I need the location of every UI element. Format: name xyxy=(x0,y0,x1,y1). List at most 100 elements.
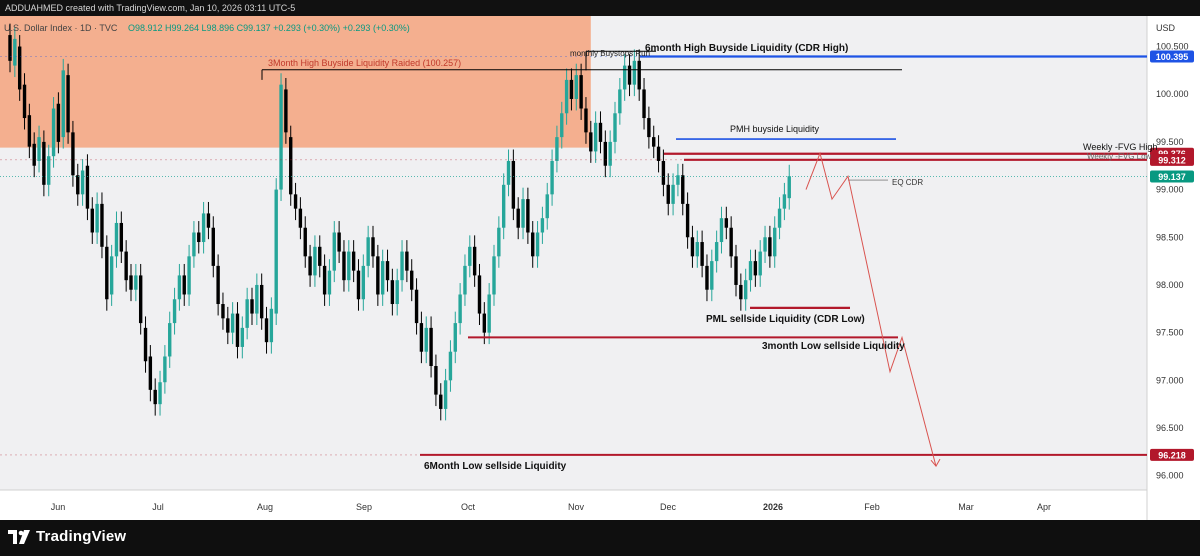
candle-body xyxy=(206,213,211,228)
candle-body xyxy=(627,65,632,85)
price-tick-label: 99.500 xyxy=(1156,137,1184,147)
price-chart[interactable]: 100.500 100.000 99.500 99.000 98.500 98.000 97… xyxy=(0,0,1200,520)
time-tick-label: 2026 xyxy=(763,502,783,512)
candle-body xyxy=(482,313,487,333)
price-badge xyxy=(1150,170,1194,183)
time-tick-label: Aug xyxy=(257,502,273,512)
time-tick-label: Jun xyxy=(51,502,66,512)
candle-body xyxy=(705,265,709,290)
candle-body xyxy=(61,70,65,138)
price-scale xyxy=(1147,16,1200,520)
candle-body xyxy=(637,60,641,90)
candle-body xyxy=(90,208,94,233)
candle-body xyxy=(477,275,482,314)
price-tick-label: 97.500 xyxy=(1156,328,1184,338)
tradingview-logo-icon xyxy=(8,529,30,544)
candle-body xyxy=(618,89,622,114)
projection-path xyxy=(805,151,937,467)
candle-body xyxy=(564,79,569,114)
candle-body xyxy=(540,218,545,233)
candle-body xyxy=(453,323,457,352)
price-badge-label: 96.218 xyxy=(1158,450,1186,460)
candle-body xyxy=(681,175,685,204)
candle-body xyxy=(603,141,608,166)
price-tick-label: 97.000 xyxy=(1156,375,1184,385)
candle-body xyxy=(293,194,298,209)
candle-body xyxy=(385,261,390,281)
candle-body xyxy=(685,203,690,238)
candle-body xyxy=(748,261,753,281)
candle-body xyxy=(492,256,496,295)
candle-body xyxy=(434,366,438,395)
candle-body xyxy=(380,261,385,295)
candle-body xyxy=(153,389,157,405)
candle-body xyxy=(56,103,61,142)
candle-body xyxy=(80,170,85,195)
candle-body xyxy=(472,246,477,276)
candle-body xyxy=(332,232,336,271)
price-badge xyxy=(1150,448,1194,461)
candle-body xyxy=(487,294,491,333)
candle-body xyxy=(182,275,186,295)
candle-body xyxy=(313,246,317,276)
candle-body xyxy=(337,232,341,252)
candle-body xyxy=(632,60,637,85)
candle-body xyxy=(666,184,670,204)
candle-body xyxy=(284,89,288,133)
candle-body xyxy=(656,146,661,161)
time-tick-label: Sep xyxy=(356,502,372,512)
candle-body xyxy=(535,232,540,257)
candle-body xyxy=(143,327,148,362)
candle-body xyxy=(593,122,598,152)
candle-body xyxy=(366,237,370,266)
candle-body xyxy=(274,189,278,314)
candle-body xyxy=(47,156,51,185)
price-tick-label: 100.500 xyxy=(1156,42,1189,52)
label-six-month-high: 6month High Buyside Liquidity (CDR High) xyxy=(645,43,848,54)
time-tick-label: Mar xyxy=(958,502,974,512)
price-badge-label: 99.137 xyxy=(1158,172,1186,182)
candle-body xyxy=(308,256,312,276)
candle-body xyxy=(439,394,443,409)
label-monthly-buystops: monthly Buystops Run xyxy=(570,49,650,58)
candle-body xyxy=(773,227,777,257)
candle-body xyxy=(729,227,733,257)
candle-body xyxy=(250,299,254,314)
candle-body xyxy=(259,284,264,319)
supply-zone xyxy=(0,16,591,148)
candle-body xyxy=(700,242,704,266)
candle-body xyxy=(177,275,182,300)
candle-body xyxy=(463,265,467,295)
candle-body xyxy=(27,115,32,147)
candle-body xyxy=(361,265,366,300)
credit-text: ADDUAHMED created with TradingView.com, … xyxy=(5,3,296,13)
candle-body xyxy=(279,84,283,190)
tradingview-logo[interactable]: TradingView xyxy=(8,528,126,545)
candle-body xyxy=(187,256,191,295)
price-badge xyxy=(1150,153,1194,166)
candle-body xyxy=(763,237,767,252)
candle-body xyxy=(95,203,99,233)
candle-body xyxy=(197,232,201,243)
candle-body xyxy=(37,137,41,161)
time-tick-label: Nov xyxy=(568,502,585,512)
candle-body xyxy=(608,141,612,166)
candle-body xyxy=(124,251,128,281)
candle-body xyxy=(695,242,699,257)
candle-body xyxy=(516,208,520,228)
candle-body xyxy=(569,79,574,99)
candle-body xyxy=(230,313,235,333)
candle-body xyxy=(318,246,322,266)
candle-body xyxy=(226,318,230,333)
candle-body xyxy=(138,275,143,324)
candle-body xyxy=(134,275,138,290)
candle-body xyxy=(531,232,535,257)
candle-body xyxy=(22,84,27,119)
candle-body xyxy=(400,251,404,281)
candle-body xyxy=(598,122,603,142)
candle-body xyxy=(109,256,114,295)
price-badge-label: 100.395 xyxy=(1156,52,1189,62)
candle-body xyxy=(642,89,646,119)
candle-body xyxy=(622,65,627,90)
time-tick-label: Apr xyxy=(1037,502,1051,512)
